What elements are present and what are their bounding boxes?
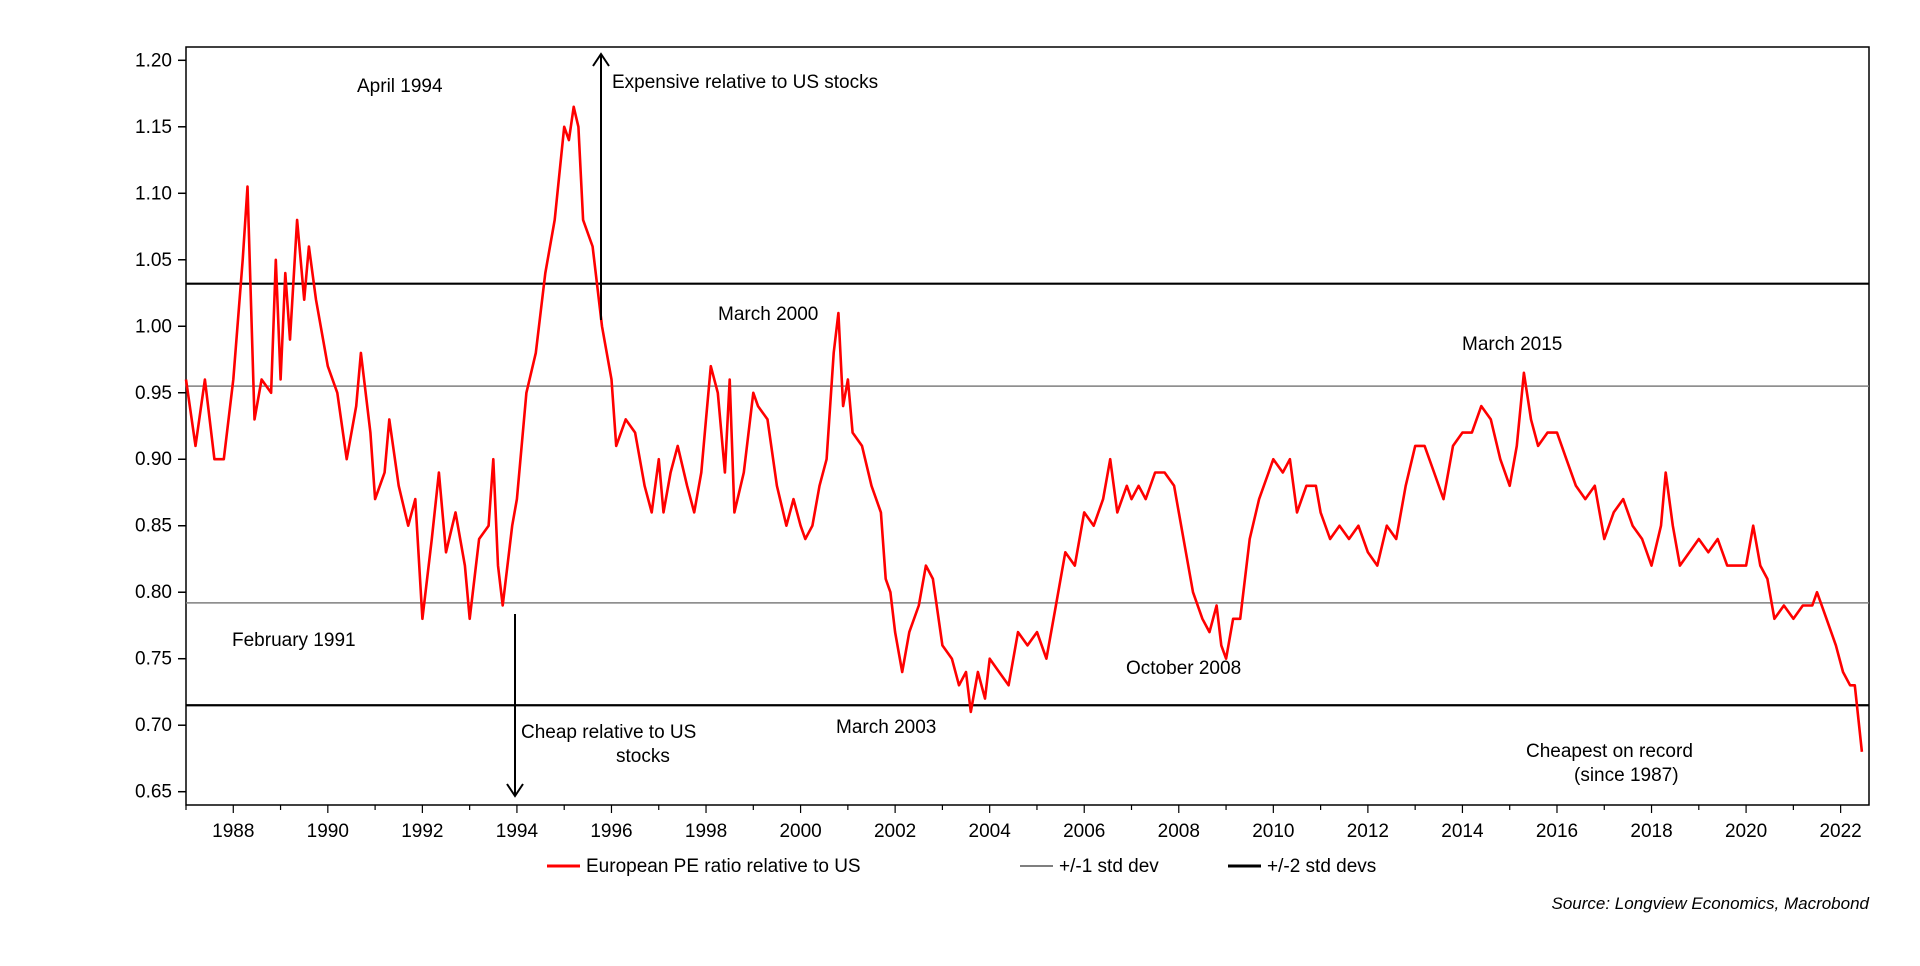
legend-label-main: European PE ratio relative to US <box>586 856 861 877</box>
y-tick-label: 0.75 <box>135 649 172 670</box>
x-tick-label: 2010 <box>1252 821 1294 842</box>
x-tick-label: 1992 <box>401 821 443 842</box>
annotation-march-2000: March 2000 <box>718 304 818 325</box>
x-tick-label: 2012 <box>1347 821 1389 842</box>
y-tick-label: 0.65 <box>135 782 172 803</box>
y-tick-label: 0.90 <box>135 449 172 470</box>
x-tick-label: 1990 <box>307 821 349 842</box>
annotation-march-2015: March 2015 <box>1462 334 1562 355</box>
annotation-expensive: Expensive relative to US stocks <box>612 72 878 93</box>
x-tick-label: 2016 <box>1536 821 1578 842</box>
x-tick-label: 1994 <box>496 821 539 842</box>
x-tick-label: 1996 <box>590 821 632 842</box>
y-tick-label: 0.95 <box>135 383 172 404</box>
y-tick-label: 0.85 <box>135 516 172 537</box>
legend: European PE ratio relative to US +/-1 st… <box>547 856 1376 877</box>
source-note: Source: Longview Economics, Macrobond <box>1552 894 1870 913</box>
annotation-october-2008: October 2008 <box>1126 658 1241 679</box>
x-tick-label: 2002 <box>874 821 916 842</box>
y-tick-label: 1.10 <box>135 183 172 204</box>
annotation-april-1994: April 1994 <box>357 76 443 97</box>
x-tick-label: 1988 <box>212 821 254 842</box>
x-tick-label: 1998 <box>685 821 727 842</box>
arrow-expensive <box>592 52 610 320</box>
y-tick-label: 1.15 <box>135 117 172 138</box>
series-line-european-pe-ratio <box>184 105 1864 752</box>
x-axis: 1988 1990 1992 1994 1996 1998 2000 2002 2004 2006… <box>185 805 1862 842</box>
arrow-cheap <box>506 614 524 798</box>
y-tick-label: 0.70 <box>135 715 172 736</box>
plot-frame <box>185 46 1870 806</box>
y-tick-label: 1.05 <box>135 250 172 271</box>
legend-label-std2: +/-2 std devs <box>1267 856 1376 877</box>
reference-lines <box>186 282 1869 707</box>
x-tick-label: 2006 <box>1063 821 1105 842</box>
x-tick-label: 2018 <box>1630 821 1672 842</box>
x-tick-label: 2000 <box>779 821 821 842</box>
y-tick-label: 0.80 <box>135 582 172 603</box>
x-tick-label: 2020 <box>1725 821 1767 842</box>
y-axis: 0.65 0.70 0.75 0.80 0.85 0.90 0.95 1.00 1.05 1.10… <box>135 50 186 803</box>
annotation-march-2003: March 2003 <box>836 717 936 738</box>
series-layer <box>184 105 1864 752</box>
annotation-cheap-line2: stocks <box>616 746 670 767</box>
y-tick-label: 1.00 <box>135 316 172 337</box>
legend-label-std1: +/-1 std dev <box>1059 856 1159 877</box>
annotation-cheapest-line2: (since 1987) <box>1574 765 1679 786</box>
annotation-cheapest-line1: Cheapest on record <box>1526 741 1693 762</box>
y-tick-label: 1.20 <box>135 50 172 71</box>
x-tick-label: 2008 <box>1158 821 1200 842</box>
x-tick-label: 2022 <box>1819 821 1861 842</box>
annotation-february-1991: February 1991 <box>232 630 356 651</box>
x-tick-label: 2014 <box>1441 821 1484 842</box>
annotation-cheap-line1: Cheap relative to US <box>521 722 696 743</box>
x-tick-label: 2004 <box>969 821 1012 842</box>
